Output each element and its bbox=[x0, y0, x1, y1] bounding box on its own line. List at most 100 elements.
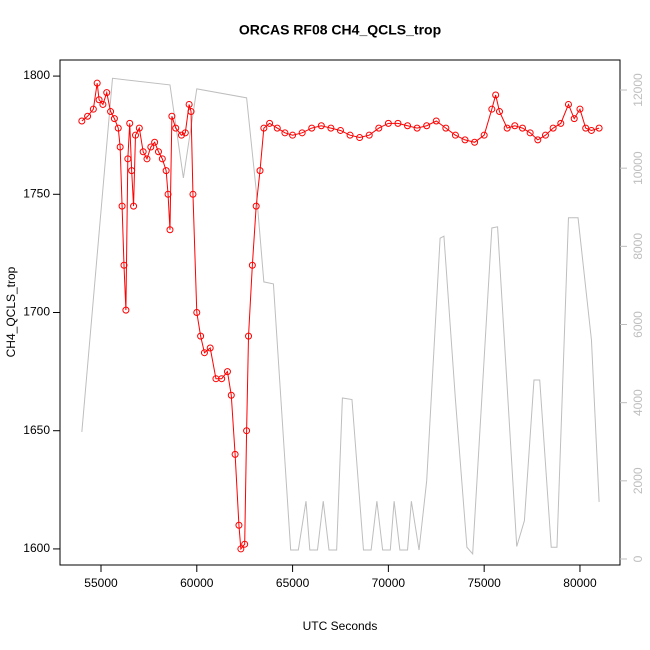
data-point bbox=[227, 391, 235, 399]
data-point bbox=[346, 131, 354, 139]
x-tick-label: 60000 bbox=[180, 576, 214, 590]
data-point bbox=[223, 368, 231, 376]
data-point bbox=[116, 143, 124, 151]
data-point bbox=[154, 148, 162, 156]
series-line bbox=[81, 77, 600, 556]
series-line bbox=[81, 83, 600, 551]
data-point bbox=[143, 155, 151, 163]
data-point bbox=[317, 122, 325, 130]
data-point bbox=[461, 136, 469, 144]
data-point bbox=[541, 131, 549, 139]
data-point bbox=[557, 119, 565, 127]
data-point bbox=[273, 124, 281, 132]
data-point bbox=[114, 124, 122, 132]
data-point bbox=[135, 124, 143, 132]
data-point bbox=[492, 91, 500, 99]
y-tick-label: 1600 bbox=[23, 541, 50, 555]
x-tick-label: 70000 bbox=[372, 576, 406, 590]
data-point bbox=[243, 427, 251, 435]
data-point bbox=[404, 122, 412, 130]
data-point bbox=[576, 105, 584, 113]
data-point bbox=[365, 131, 373, 139]
data-point bbox=[471, 138, 479, 146]
data-point bbox=[128, 167, 136, 175]
y2-tick-label: 2000 bbox=[631, 467, 645, 494]
data-point bbox=[281, 129, 289, 137]
x-tick-label: 65000 bbox=[276, 576, 310, 590]
data-point bbox=[495, 108, 503, 116]
data-point bbox=[511, 122, 519, 130]
data-point bbox=[162, 167, 170, 175]
data-point bbox=[181, 129, 189, 137]
data-point bbox=[187, 108, 195, 116]
data-point bbox=[93, 79, 101, 87]
y-tick-label: 1800 bbox=[23, 68, 50, 82]
y2-tick-label: 10000 bbox=[631, 151, 645, 185]
data-point bbox=[582, 124, 590, 132]
chart-title: ORCAS RF08 CH4_QCLS_trop bbox=[239, 22, 441, 38]
data-point bbox=[252, 202, 260, 210]
data-point bbox=[423, 122, 431, 130]
data-point bbox=[534, 136, 542, 144]
data-point bbox=[549, 124, 557, 132]
y-axis-label: CH4_QCLS_trop bbox=[4, 266, 18, 357]
data-point bbox=[298, 129, 306, 137]
x-tick-label: 55000 bbox=[84, 576, 118, 590]
data-point bbox=[130, 202, 138, 210]
data-point bbox=[197, 332, 205, 340]
data-point bbox=[308, 124, 316, 132]
data-point bbox=[356, 134, 364, 142]
y2-tick-label: 8000 bbox=[631, 233, 645, 260]
x-tick-label: 80000 bbox=[563, 576, 597, 590]
data-point bbox=[120, 261, 128, 269]
data-point bbox=[266, 119, 274, 127]
data-point bbox=[451, 131, 459, 139]
data-point bbox=[177, 131, 185, 139]
data-point bbox=[336, 126, 344, 134]
data-point bbox=[518, 124, 526, 132]
data-point bbox=[99, 100, 107, 108]
data-point bbox=[122, 306, 130, 314]
data-point bbox=[139, 148, 147, 156]
data-point bbox=[564, 100, 572, 108]
data-point bbox=[200, 349, 208, 357]
data-point bbox=[442, 124, 450, 132]
data-point bbox=[587, 126, 595, 134]
data-point bbox=[235, 521, 243, 529]
data-point bbox=[526, 129, 534, 137]
data-point bbox=[206, 344, 214, 352]
data-point bbox=[237, 545, 245, 553]
data-point bbox=[375, 124, 383, 132]
data-point bbox=[164, 190, 172, 198]
data-point bbox=[151, 138, 159, 146]
data-point bbox=[413, 124, 421, 132]
data-point bbox=[166, 226, 174, 234]
y2-tick-label: 0 bbox=[631, 555, 645, 562]
data-point bbox=[172, 124, 180, 132]
data-point bbox=[384, 119, 392, 127]
y-tick-label: 1650 bbox=[23, 423, 50, 437]
data-point bbox=[241, 540, 249, 548]
data-point bbox=[118, 202, 126, 210]
data-point bbox=[595, 124, 603, 132]
data-point bbox=[158, 155, 166, 163]
data-point bbox=[480, 131, 488, 139]
data-point bbox=[503, 124, 511, 132]
y2-tick-label: 12000 bbox=[631, 73, 645, 107]
data-point bbox=[95, 96, 103, 104]
data-point bbox=[432, 117, 440, 125]
data-point bbox=[248, 261, 256, 269]
data-point bbox=[107, 108, 115, 116]
data-point bbox=[193, 309, 201, 316]
y-tick-label: 1700 bbox=[23, 305, 50, 319]
data-point bbox=[289, 131, 297, 139]
data-point bbox=[218, 375, 226, 383]
x-axis-label: UTC Seconds bbox=[303, 619, 378, 633]
data-point bbox=[103, 89, 111, 97]
data-point bbox=[260, 124, 268, 132]
data-point bbox=[110, 115, 118, 123]
data-point bbox=[89, 105, 97, 113]
data-point bbox=[185, 100, 193, 108]
data-point bbox=[394, 119, 402, 127]
